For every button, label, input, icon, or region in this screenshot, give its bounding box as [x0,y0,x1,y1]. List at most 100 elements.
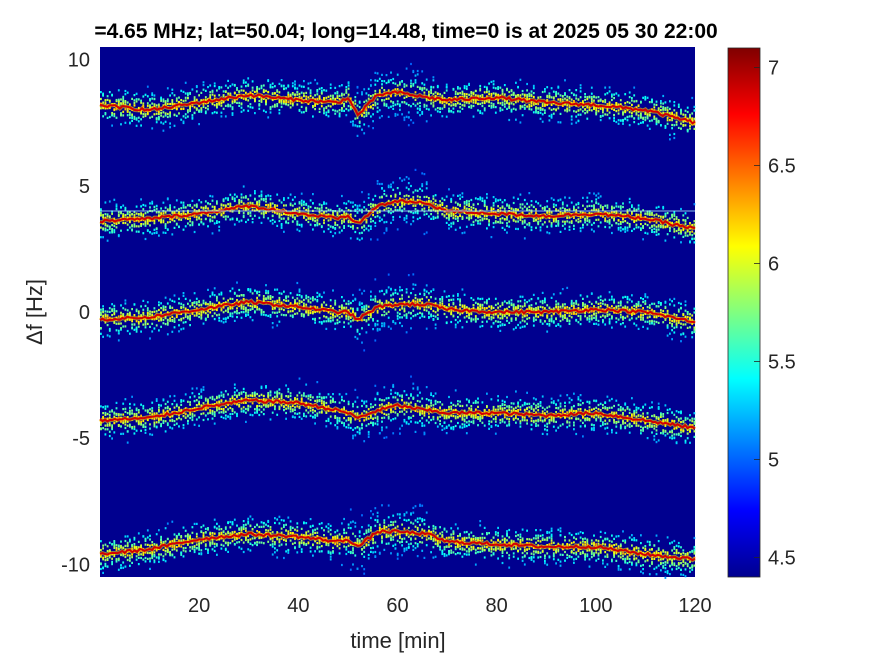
speckle [376,215,379,218]
speckle [626,209,629,212]
speckle [662,106,665,109]
speckle [611,224,613,227]
speckle [671,123,673,127]
speckle [472,93,475,96]
speckle [577,206,580,209]
speckle [526,95,528,98]
speckle [278,199,281,202]
speckle [191,117,194,120]
speckle [512,219,515,222]
speckle [588,106,591,109]
speckle [506,216,508,219]
speckle [356,337,359,340]
speckle [689,233,691,236]
speckle [486,91,488,94]
speckle [673,132,676,136]
speckle [461,107,464,110]
speckle [470,297,473,300]
speckle [631,210,633,214]
speckle [207,315,209,318]
speckle [204,200,207,203]
speckle [202,103,205,106]
speckle [144,93,147,96]
speckle [334,322,337,325]
speckle [169,122,171,125]
speckle [325,207,328,210]
speckle [552,90,555,93]
speckle [669,119,671,122]
speckle [419,307,421,310]
speckle [200,214,203,217]
speckle [483,85,486,88]
speckle [108,310,111,313]
speckle [367,87,370,90]
speckle [477,302,479,305]
speckle [483,101,486,105]
speckle [216,314,218,317]
speckle [166,208,169,211]
speckle [486,320,488,323]
speckle [640,211,642,214]
speckle [539,229,542,232]
speckle [100,308,102,311]
speckle [131,97,133,100]
speckle [617,112,620,115]
speckle [637,226,640,229]
speckle [405,194,408,197]
speckle [200,201,203,204]
speckle [374,194,377,197]
speckle [256,89,258,92]
speckle [390,71,392,74]
speckle [434,91,437,94]
speckle [265,314,267,317]
speckle [631,204,633,207]
speckle [126,313,129,316]
speckle [432,215,435,218]
speckle [209,91,212,94]
speckle [673,101,676,104]
speckle [666,106,669,109]
speckle [521,203,524,206]
speckle [390,298,392,301]
speckle [164,323,167,326]
speckle [231,287,234,290]
speckle [367,94,370,97]
speckle [211,93,214,96]
speckle [106,314,109,317]
speckle [137,322,140,325]
speckle [381,115,383,118]
speckle [269,108,272,111]
speckle [180,207,183,210]
speckle [352,307,354,310]
speckle [287,217,290,220]
speckle [224,90,227,93]
speckle [399,191,401,194]
speckle [579,113,582,116]
speckle [117,339,120,342]
speckle [247,211,250,215]
speckle [463,202,466,205]
speckle [303,203,305,206]
speckle [483,214,486,217]
speckle [463,101,466,104]
speckle [459,110,461,113]
speckle [327,110,330,113]
speckle [316,97,319,100]
speckle [336,314,339,317]
speckle [457,294,459,297]
speckle [644,212,647,215]
speckle [392,299,395,302]
speckle [111,114,113,117]
speckle [490,104,493,108]
speckle [477,306,479,309]
speckle [198,223,200,226]
speckle [416,300,419,303]
speckle [530,102,533,105]
speckle [367,323,370,326]
speckle [278,99,281,102]
speckle [439,93,441,96]
speckle [131,114,133,117]
speckle [399,316,401,319]
speckle [200,110,203,113]
speckle [537,202,540,205]
